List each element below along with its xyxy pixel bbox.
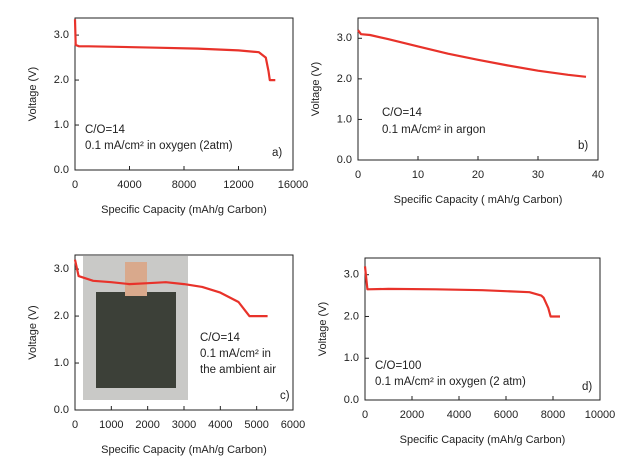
y-tick-label: 3.0 [54, 263, 69, 275]
x-tick-label: 2000 [135, 419, 159, 431]
voltage-curve [73, 259, 268, 318]
x-tick-label: 0 [72, 179, 78, 191]
x-tick-label: 4000 [117, 179, 141, 191]
panel-label: c) [280, 390, 290, 402]
panel-label: d) [582, 381, 592, 393]
y-tick-label: 3.0 [344, 269, 359, 281]
y-tick-label: 1.0 [54, 357, 69, 369]
annotation: 0.1 mA/cm² in oxygen (2 atm) [375, 376, 526, 388]
annotation: C/O=14 [382, 107, 423, 119]
y-axis-label: Voltage (V) [27, 67, 39, 121]
x-tick-label: 8000 [172, 179, 196, 191]
x-tick-label: 16000 [278, 179, 309, 191]
voltage-curve [363, 266, 560, 318]
y-axis-label: Voltage (V) [317, 302, 329, 356]
x-tick-label: 20 [472, 169, 484, 181]
x-tick-label: 5000 [244, 419, 268, 431]
y-tick-label: 2.0 [54, 310, 69, 322]
x-tick-label: 2000 [400, 409, 424, 421]
x-tick-label: 1000 [99, 419, 123, 431]
photo-inset [83, 256, 188, 400]
x-axis-label: Specific Capacity (mAh/g Carbon) [101, 204, 267, 216]
annotation: C/O=14 [85, 124, 126, 136]
y-tick-label: 1.0 [344, 352, 359, 364]
y-tick-label: 3.0 [337, 32, 352, 44]
annotation: 0.1 mA/cm² in oxygen (2atm) [85, 140, 233, 152]
x-axis-label: Specific Capacity (mAh/g Carbon) [101, 444, 267, 456]
x-tick-label: 6000 [281, 419, 305, 431]
y-tick-label: 2.0 [54, 74, 69, 86]
plot-frame [357, 17, 599, 161]
voltage-curve [357, 29, 587, 78]
y-tick-label: 1.0 [54, 119, 69, 131]
x-tick-label: 10000 [585, 409, 616, 421]
y-tick-label: 1.0 [337, 113, 352, 125]
panel-label: b) [578, 140, 588, 152]
annotation: 0.1 mA/cm² in argon [382, 124, 486, 136]
y-tick-label: 0.0 [337, 154, 352, 166]
x-tick-label: 4000 [447, 409, 471, 421]
panel-label: a) [272, 147, 282, 159]
y-tick-label: 0.0 [54, 404, 69, 416]
annotation: 0.1 mA/cm² in [200, 348, 271, 360]
y-axis-label: Voltage (V) [27, 305, 39, 359]
y-tick-label: 0.0 [54, 164, 69, 176]
plot-frame [364, 257, 601, 401]
y-tick-label: 0.0 [344, 394, 359, 406]
annotation: C/O=100 [375, 360, 421, 372]
x-axis-label: Specific Capacity (mAh/g Carbon) [400, 434, 566, 446]
x-tick-label: 40 [592, 169, 604, 181]
x-tick-label: 30 [532, 169, 544, 181]
y-tick-label: 2.0 [337, 73, 352, 85]
x-tick-label: 3000 [172, 419, 196, 431]
x-tick-label: 8000 [541, 409, 565, 421]
y-tick-label: 2.0 [344, 310, 359, 322]
x-axis-label: Specific Capacity ( mAh/g Carbon) [394, 194, 563, 206]
x-tick-label: 4000 [208, 419, 232, 431]
x-tick-label: 0 [362, 409, 368, 421]
x-tick-label: 0 [72, 419, 78, 431]
x-tick-label: 10 [412, 169, 424, 181]
y-axis-label: Voltage (V) [310, 62, 322, 116]
x-tick-label: 0 [355, 169, 361, 181]
x-tick-label: 6000 [494, 409, 518, 421]
x-tick-label: 12000 [223, 179, 254, 191]
y-tick-label: 3.0 [54, 29, 69, 41]
voltage-curve [73, 19, 276, 82]
annotation: C/O=14 [200, 332, 241, 344]
annotation: the ambient air [200, 364, 276, 376]
